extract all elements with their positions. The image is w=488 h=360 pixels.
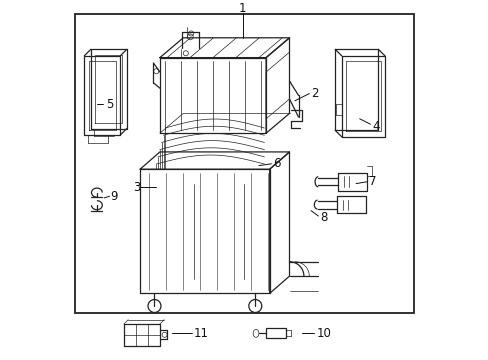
Text: 3: 3 (133, 181, 140, 194)
Text: 1: 1 (239, 3, 246, 15)
Bar (265, 328, 285, 338)
Text: 10: 10 (316, 327, 331, 340)
Text: 2: 2 (310, 87, 318, 100)
Circle shape (148, 300, 161, 312)
Bar (75, 14, 413, 313)
Text: 11: 11 (194, 327, 209, 340)
Text: 7: 7 (368, 175, 375, 188)
Circle shape (248, 300, 261, 312)
Text: 8: 8 (320, 211, 327, 224)
Text: 5: 5 (106, 98, 113, 111)
Text: 9: 9 (110, 190, 118, 203)
Text: 4: 4 (371, 120, 379, 132)
Text: 6: 6 (273, 157, 280, 170)
